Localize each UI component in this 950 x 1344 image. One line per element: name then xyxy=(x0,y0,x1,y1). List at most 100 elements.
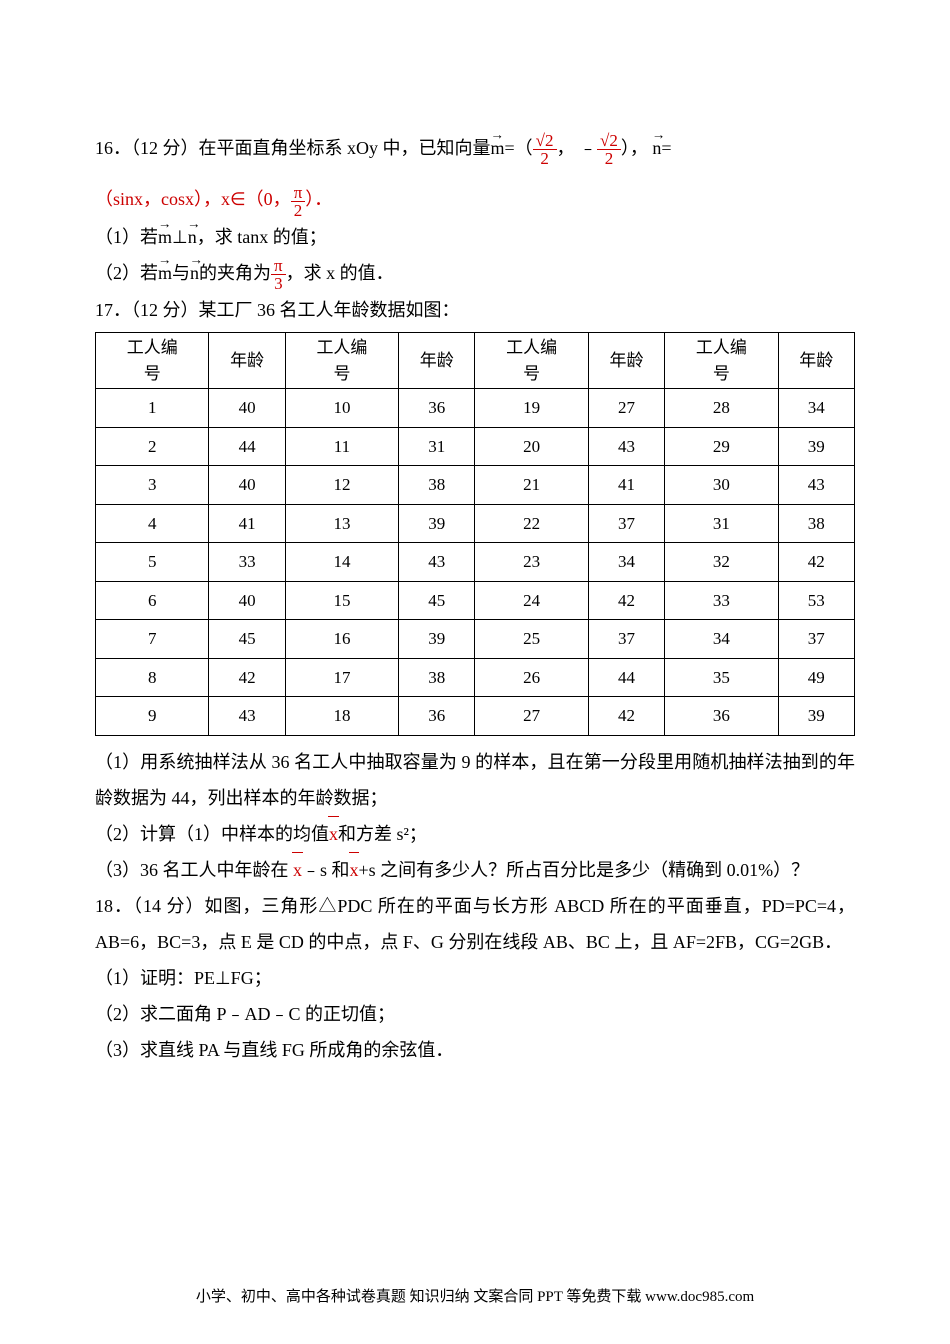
table-row: 441133922373138 xyxy=(96,504,855,543)
table-cell: 43 xyxy=(778,466,854,505)
table-header: 工人编号 xyxy=(285,333,398,389)
page-footer: 小学、初中、高中各种试卷真题 知识归纳 文案合同 PPT 等免费下载 www.d… xyxy=(0,1285,950,1306)
q18-part1: （1）证明：PE⊥FG； xyxy=(95,960,855,996)
table-cell: 6 xyxy=(96,581,209,620)
table-cell: 16 xyxy=(285,620,398,659)
fraction: √22 xyxy=(597,132,621,167)
table-cell: 1 xyxy=(96,389,209,428)
table-cell: 11 xyxy=(285,427,398,466)
table-cell: 31 xyxy=(665,504,778,543)
q17-part1: （1）用系统抽样法从 36 名工人中抽取容量为 9 的样本，且在第一分段里用随机… xyxy=(95,744,855,816)
table-cell: 39 xyxy=(778,697,854,736)
table-cell: 38 xyxy=(399,466,475,505)
q17-points: （12 分） xyxy=(131,300,199,320)
table-cell: 2 xyxy=(96,427,209,466)
table-cell: 53 xyxy=(778,581,854,620)
q16-part2: （2）若m与n的夹角为π3，求 x 的值． xyxy=(95,255,855,292)
table-cell: 41 xyxy=(209,504,285,543)
table-cell: 26 xyxy=(475,658,588,697)
table-cell: 34 xyxy=(665,620,778,659)
table-cell: 34 xyxy=(778,389,854,428)
table-cell: 40 xyxy=(209,389,285,428)
table-cell: 37 xyxy=(778,620,854,659)
vector-n-icon: n xyxy=(652,130,661,166)
q18-part3: （3）求直线 PA 与直线 FG 所成角的余弦值． xyxy=(95,1032,855,1068)
table-header: 年龄 xyxy=(209,333,285,389)
table-cell: 43 xyxy=(399,543,475,582)
table-cell: 39 xyxy=(399,620,475,659)
table-cell: 25 xyxy=(475,620,588,659)
table-cell: 10 xyxy=(285,389,398,428)
q17-part2: （2）计算（1）中样本的均值x和方差 s²； xyxy=(95,816,855,852)
table-cell: 44 xyxy=(209,427,285,466)
x-bar-icon: x xyxy=(329,816,338,852)
table-cell: 43 xyxy=(588,427,664,466)
table-cell: 20 xyxy=(475,427,588,466)
table-cell: 12 xyxy=(285,466,398,505)
table-cell: 44 xyxy=(588,658,664,697)
q16-part1: （1）若m⊥n，求 tanx 的值； xyxy=(95,219,855,255)
table-cell: 23 xyxy=(475,543,588,582)
table-header: 年龄 xyxy=(778,333,854,389)
q16-points: （12 分） xyxy=(131,138,199,158)
table-cell: 35 xyxy=(665,658,778,697)
q18-stem: 18．（14 分）如图，三角形△PDC 所在的平面与长方形 ABCD 所在的平面… xyxy=(95,888,855,960)
table-row: 640154524423353 xyxy=(96,581,855,620)
table-row: 244113120432939 xyxy=(96,427,855,466)
q17-number: 17． xyxy=(95,300,131,320)
table-header: 年龄 xyxy=(588,333,664,389)
table-cell: 33 xyxy=(209,543,285,582)
fraction: √22 xyxy=(533,132,557,167)
table-row: 745163925373437 xyxy=(96,620,855,659)
table-header: 工人编号 xyxy=(665,333,778,389)
table-cell: 3 xyxy=(96,466,209,505)
q16-number: 16． xyxy=(95,138,131,158)
table-cell: 17 xyxy=(285,658,398,697)
q16-stem: 16．（12 分）在平面直角坐标系 xOy 中，已知向量m=（√22， ﹣√22… xyxy=(95,130,855,167)
table-cell: 38 xyxy=(778,504,854,543)
x-bar-icon: x xyxy=(293,852,302,888)
table-cell: 15 xyxy=(285,581,398,620)
table-cell: 42 xyxy=(588,697,664,736)
table-cell: 33 xyxy=(665,581,778,620)
fraction: π3 xyxy=(271,257,286,292)
table-cell: 18 xyxy=(285,697,398,736)
table-cell: 27 xyxy=(475,697,588,736)
q17-stem: 17．（12 分）某工厂 36 名工人年龄数据如图： xyxy=(95,292,855,328)
x-bar-icon: x xyxy=(350,852,359,888)
table-row: 533144323343242 xyxy=(96,543,855,582)
table-cell: 41 xyxy=(588,466,664,505)
table-cell: 36 xyxy=(399,697,475,736)
table-cell: 49 xyxy=(778,658,854,697)
vector-m-icon: m xyxy=(158,255,172,291)
table-cell: 36 xyxy=(399,389,475,428)
table-cell: 42 xyxy=(778,543,854,582)
q18-part2: （2）求二面角 P﹣AD﹣C 的正切值； xyxy=(95,996,855,1032)
table-cell: 27 xyxy=(588,389,664,428)
table-cell: 37 xyxy=(588,620,664,659)
table-cell: 13 xyxy=(285,504,398,543)
table-cell: 32 xyxy=(665,543,778,582)
table-cell: 14 xyxy=(285,543,398,582)
vector-n-icon: n xyxy=(190,255,199,291)
table-cell: 24 xyxy=(475,581,588,620)
table-cell: 9 xyxy=(96,697,209,736)
table-header: 年龄 xyxy=(399,333,475,389)
table-cell: 37 xyxy=(588,504,664,543)
table-cell: 39 xyxy=(778,427,854,466)
table-cell: 42 xyxy=(588,581,664,620)
table-cell: 22 xyxy=(475,504,588,543)
fraction: π2 xyxy=(291,184,306,219)
table-cell: 5 xyxy=(96,543,209,582)
table-cell: 7 xyxy=(96,620,209,659)
table-cell: 31 xyxy=(399,427,475,466)
q18-number: 18． xyxy=(95,896,133,916)
table-cell: 29 xyxy=(665,427,778,466)
q18-points: （14 分） xyxy=(133,896,204,916)
q17-part3: （3）36 名工人中年龄在 x﹣s 和x+s 之间有多少人？所占百分比是多少（精… xyxy=(95,852,855,888)
table-cell: 43 xyxy=(209,697,285,736)
vector-m-icon: m xyxy=(491,130,505,166)
table-cell: 38 xyxy=(399,658,475,697)
worker-age-table: 工人编号年龄工人编号年龄工人编号年龄工人编号年龄 140103619272834… xyxy=(95,332,855,736)
table-header: 工人编号 xyxy=(475,333,588,389)
